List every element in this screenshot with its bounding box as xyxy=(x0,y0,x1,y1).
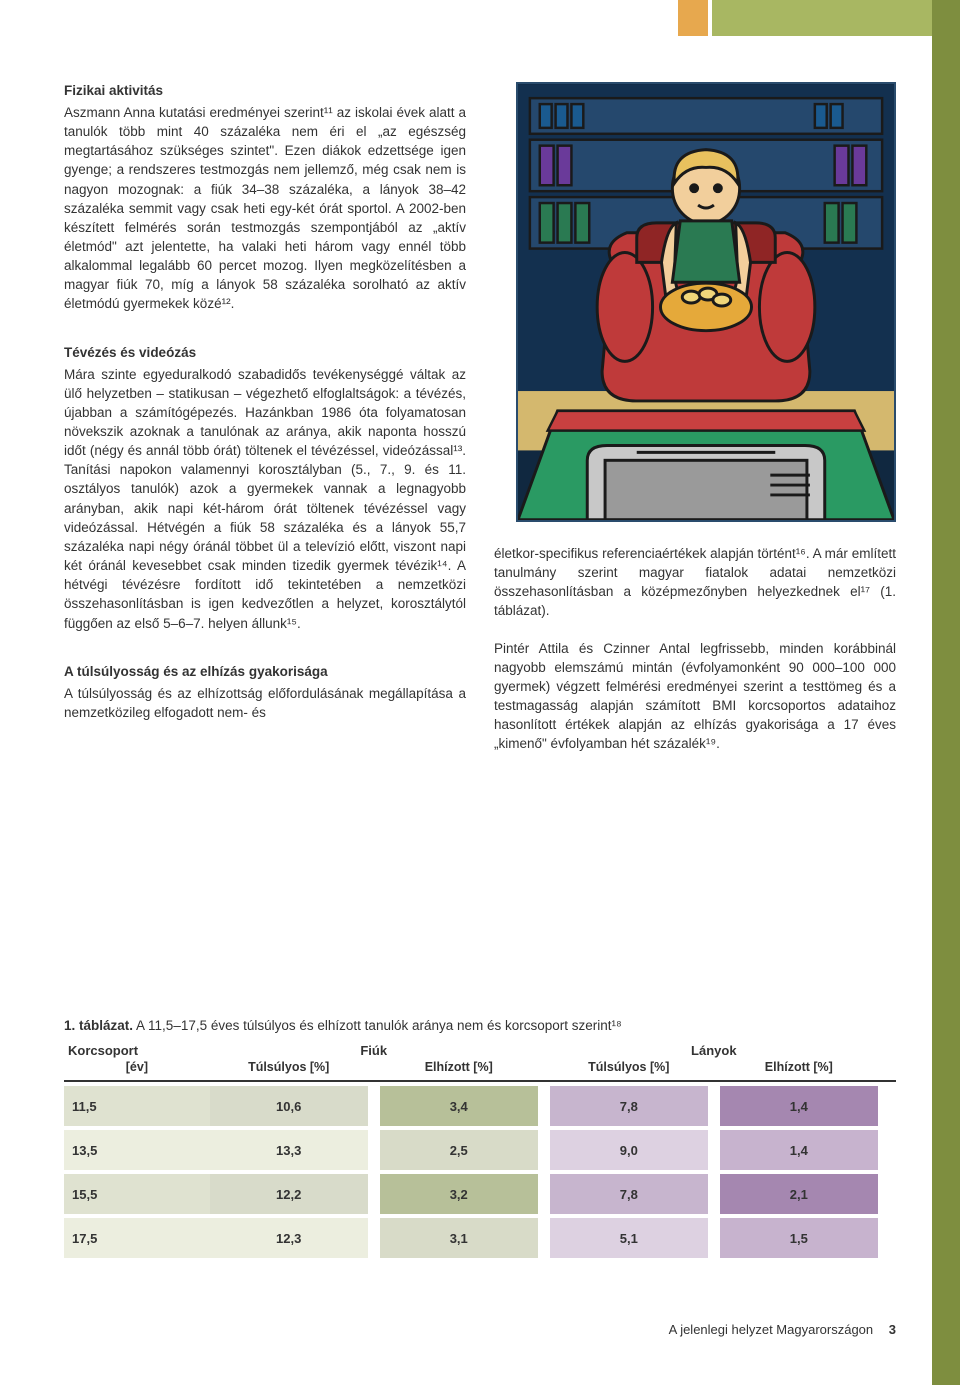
cell-girls-overweight: 7,8 xyxy=(550,1174,708,1214)
table-title-rest: A 11,5–17,5 éves túlsúlyos és elhízott t… xyxy=(133,1018,622,1033)
paragraph-obesity-right-2: Pintér Attila és Czinner Antal legfrisse… xyxy=(494,639,896,754)
heading-physical-activity: Fizikai aktivitás xyxy=(64,82,466,101)
header-lanyok: Lányok xyxy=(550,1043,878,1058)
table-title: 1. táblázat. A 11,5–17,5 éves túlsúlyos … xyxy=(64,1018,896,1033)
table-body: 11,510,63,47,81,413,513,32,59,01,415,512… xyxy=(64,1086,896,1258)
right-column: életkor-specifikus referenciaértékek ala… xyxy=(494,82,896,754)
page-margin-strip xyxy=(932,36,960,1385)
cell-girls-obese: 1,4 xyxy=(720,1130,878,1170)
subheader-boys-obese: Elhízott [%] xyxy=(380,1060,538,1074)
heading-tv: Tévézés és videózás xyxy=(64,344,466,363)
cell-age: 11,5 xyxy=(64,1086,210,1126)
table-1: 1. táblázat. A 11,5–17,5 éves túlsúlyos … xyxy=(64,1018,896,1262)
tab-olive xyxy=(932,0,960,36)
table-row: 17,512,3 3,1 5,1 1,5 xyxy=(64,1218,896,1258)
footer-text: A jelenlegi helyzet Magyarországon xyxy=(669,1322,874,1337)
page-header-tabs xyxy=(0,0,960,36)
tv-watching-illustration xyxy=(516,82,896,522)
table-title-bold: 1. táblázat. xyxy=(64,1018,133,1033)
table-row: 11,510,6 3,4 7,8 1,4 xyxy=(64,1086,896,1126)
paragraph-obesity-right-1: életkor-specifikus referenciaértékek ala… xyxy=(494,544,896,621)
paragraph-obesity-left: A túlsúlyosság és az elhízottság előford… xyxy=(64,684,466,722)
table-header-groups: Korcsoport Fiúk Lányok xyxy=(64,1043,896,1058)
heading-obesity: A túlsúlyosság és az elhízás gyakorisága xyxy=(64,663,466,682)
header-korcsoport: Korcsoport xyxy=(64,1043,210,1058)
cell-boys-obese: 2,5 xyxy=(380,1130,538,1170)
cell-age: 17,5 xyxy=(64,1218,210,1258)
subheader-ev: [év] xyxy=(64,1060,210,1074)
cell-age: 13,5 xyxy=(64,1130,210,1170)
page-footer: A jelenlegi helyzet Magyarországon 3 xyxy=(669,1322,896,1337)
section-tv: Tévézés és videózás Mára szinte egyedura… xyxy=(64,344,466,633)
cell-girls-overweight: 9,0 xyxy=(550,1130,708,1170)
table-row: 15,512,2 3,2 7,8 2,1 xyxy=(64,1174,896,1214)
cell-girls-obese: 1,4 xyxy=(720,1086,878,1126)
cell-age: 15,5 xyxy=(64,1174,210,1214)
tv-illustration-svg xyxy=(518,84,894,520)
cell-boys-obese: 3,2 xyxy=(380,1174,538,1214)
subheader-girls-obese: Elhízott [%] xyxy=(720,1060,878,1074)
table-row: 13,513,3 2,5 9,0 1,4 xyxy=(64,1130,896,1170)
body-content: Fizikai aktivitás Aszmann Anna kutatási … xyxy=(64,82,896,754)
cell-girls-obese: 1,5 xyxy=(720,1218,878,1258)
cell-girls-obese: 2,1 xyxy=(720,1174,878,1214)
tab-orange xyxy=(678,0,708,36)
table-subheader: [év] Túlsúlyos [%] Elhízott [%] Túlsúlyo… xyxy=(64,1060,896,1080)
cell-boys-overweight: 13,3 xyxy=(210,1130,368,1170)
subheader-boys-overweight: Túlsúlyos [%] xyxy=(210,1060,368,1074)
cell-boys-obese: 3,1 xyxy=(380,1218,538,1258)
section-obesity: A túlsúlyosság és az elhízás gyakorisága… xyxy=(64,663,466,722)
left-column: Fizikai aktivitás Aszmann Anna kutatási … xyxy=(64,82,466,754)
tab-green xyxy=(712,0,932,36)
cell-girls-overweight: 7,8 xyxy=(550,1086,708,1126)
cell-girls-overweight: 5,1 xyxy=(550,1218,708,1258)
footer-page-number: 3 xyxy=(889,1322,896,1337)
paragraph-physical-activity: Aszmann Anna kutatási eredményei szerint… xyxy=(64,103,466,314)
cell-boys-overweight: 12,3 xyxy=(210,1218,368,1258)
section-physical-activity: Fizikai aktivitás Aszmann Anna kutatási … xyxy=(64,82,466,314)
cell-boys-overweight: 12,2 xyxy=(210,1174,368,1214)
cell-boys-overweight: 10,6 xyxy=(210,1086,368,1126)
paragraph-tv: Mára szinte egyeduralkodó szabadidős tev… xyxy=(64,365,466,633)
subheader-girls-overweight: Túlsúlyos [%] xyxy=(550,1060,708,1074)
table-divider xyxy=(64,1080,896,1082)
cell-boys-obese: 3,4 xyxy=(380,1086,538,1126)
header-fiuk: Fiúk xyxy=(210,1043,538,1058)
